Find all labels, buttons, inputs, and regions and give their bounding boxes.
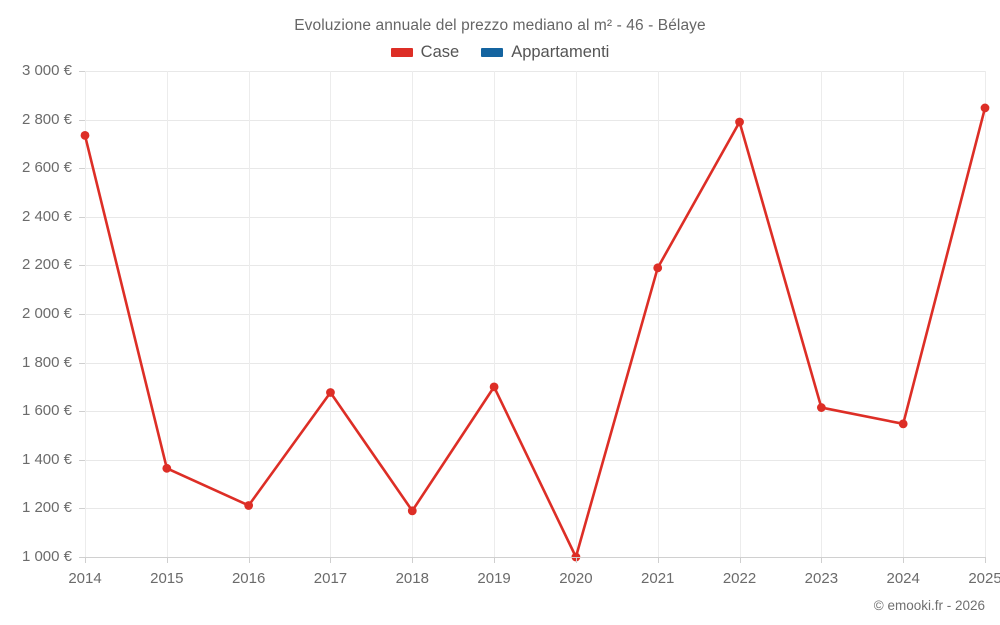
x-tick-label: 2017: [313, 570, 348, 587]
data-point[interactable]: [80, 130, 90, 140]
y-tick-mark: [79, 119, 85, 121]
gridline-vertical: [985, 71, 986, 557]
y-tick-mark: [79, 508, 85, 510]
y-tick-label: 2 800 €: [21, 110, 72, 128]
x-tick-mark: [575, 557, 577, 563]
y-tick-mark: [79, 168, 85, 170]
data-point[interactable]: [326, 388, 335, 397]
x-tick-mark: [985, 557, 986, 563]
series-line-case: [83, 106, 987, 559]
x-tick-label: 2014: [68, 570, 102, 587]
gridline-horizontal: [85, 508, 985, 510]
y-tick-label: 2 600 €: [21, 159, 72, 177]
gridline-horizontal: [85, 459, 985, 461]
x-axis-line: [85, 557, 985, 558]
x-tick-label: 2018: [395, 570, 429, 587]
x-tick-label: 2024: [886, 570, 920, 587]
y-tick-label: 1 200 €: [21, 499, 72, 517]
legend-swatch-icon: [481, 47, 504, 57]
data-point[interactable]: [816, 403, 826, 412]
x-tick-mark: [85, 557, 86, 563]
y-tick-label: 1 000 €: [21, 548, 72, 565]
series-layer: [80, 103, 990, 562]
x-tick-mark: [494, 557, 496, 563]
y-tick-mark: [79, 216, 85, 218]
x-tick-label: 2022: [722, 570, 757, 587]
legend-swatch-icon: [390, 47, 413, 57]
y-tick-label: 2 000 €: [21, 305, 72, 322]
x-tick-label: 2021: [641, 570, 675, 587]
gridline-vertical: [248, 71, 250, 557]
legend-label: Case: [420, 43, 460, 61]
y-tick-label: 1 800 €: [21, 353, 72, 371]
x-tick-label: 2023: [804, 570, 839, 587]
gridline-horizontal: [85, 216, 985, 218]
x-tick-label: 2019: [477, 570, 511, 587]
x-tick-label: 2025: [968, 570, 1000, 587]
data-point[interactable]: [489, 382, 499, 392]
y-tick-mark: [79, 362, 85, 364]
data-point[interactable]: [162, 463, 172, 473]
data-point[interactable]: [244, 501, 254, 510]
gridline-horizontal: [85, 314, 985, 315]
y-tick-mark: [79, 459, 85, 461]
x-tick-mark: [166, 557, 168, 563]
legend-label: Appartamenti: [511, 43, 610, 61]
chart-title: Evoluzione annuale del prezzo mediano al…: [294, 17, 706, 34]
data-point[interactable]: [980, 103, 990, 113]
footer-copyright: © emooki.fr - 2026: [873, 598, 985, 613]
x-tick-mark: [903, 557, 905, 563]
gridline-vertical: [575, 71, 577, 557]
gridline-vertical: [85, 71, 86, 557]
x-tick-mark: [330, 557, 332, 563]
legend-item-case[interactable]: Case: [390, 43, 460, 61]
y-tick-mark: [79, 314, 85, 315]
x-tick-label: 2015: [150, 570, 184, 587]
x-tick-label: 2020: [559, 570, 593, 587]
data-point[interactable]: [898, 419, 908, 429]
gridline-horizontal: [85, 362, 985, 364]
chart-legend: Case Appartamenti: [0, 44, 1000, 61]
y-tick-label: 1 600 €: [21, 402, 72, 420]
x-tick-mark: [821, 557, 823, 563]
gridline-vertical: [657, 71, 659, 557]
y-tick-mark: [79, 411, 85, 413]
legend-item-appartamenti[interactable]: Appartamenti: [481, 44, 609, 61]
y-tick-mark: [79, 265, 85, 267]
gridline-vertical: [166, 71, 168, 557]
y-tick-mark: [79, 557, 85, 558]
x-tick-mark: [657, 557, 659, 563]
gridline-vertical: [903, 71, 905, 557]
gridline-vertical: [494, 71, 496, 557]
gridline-horizontal: [85, 265, 985, 267]
x-tick-label: 2016: [231, 570, 266, 587]
y-tick-label: 3 000 €: [21, 62, 72, 79]
plot-area: [80, 71, 990, 562]
data-point[interactable]: [735, 117, 744, 127]
data-point[interactable]: [653, 263, 663, 273]
gridline-vertical: [412, 71, 414, 557]
gridline-vertical: [330, 71, 332, 557]
x-tick-mark: [412, 557, 414, 563]
y-tick-label: 1 400 €: [21, 450, 72, 468]
gridline-vertical: [821, 71, 823, 557]
y-tick-label: 2 400 €: [21, 207, 72, 225]
x-tick-mark: [248, 557, 250, 563]
gridline-horizontal: [85, 71, 985, 72]
gridline-horizontal: [85, 168, 985, 170]
y-tick-label: 2 200 €: [21, 256, 72, 274]
data-point[interactable]: [407, 506, 417, 516]
x-tick-mark: [739, 557, 741, 563]
y-tick-mark: [79, 71, 85, 72]
gridline-horizontal: [85, 119, 985, 121]
gridline-vertical: [739, 71, 741, 557]
gridline-horizontal: [85, 411, 985, 413]
